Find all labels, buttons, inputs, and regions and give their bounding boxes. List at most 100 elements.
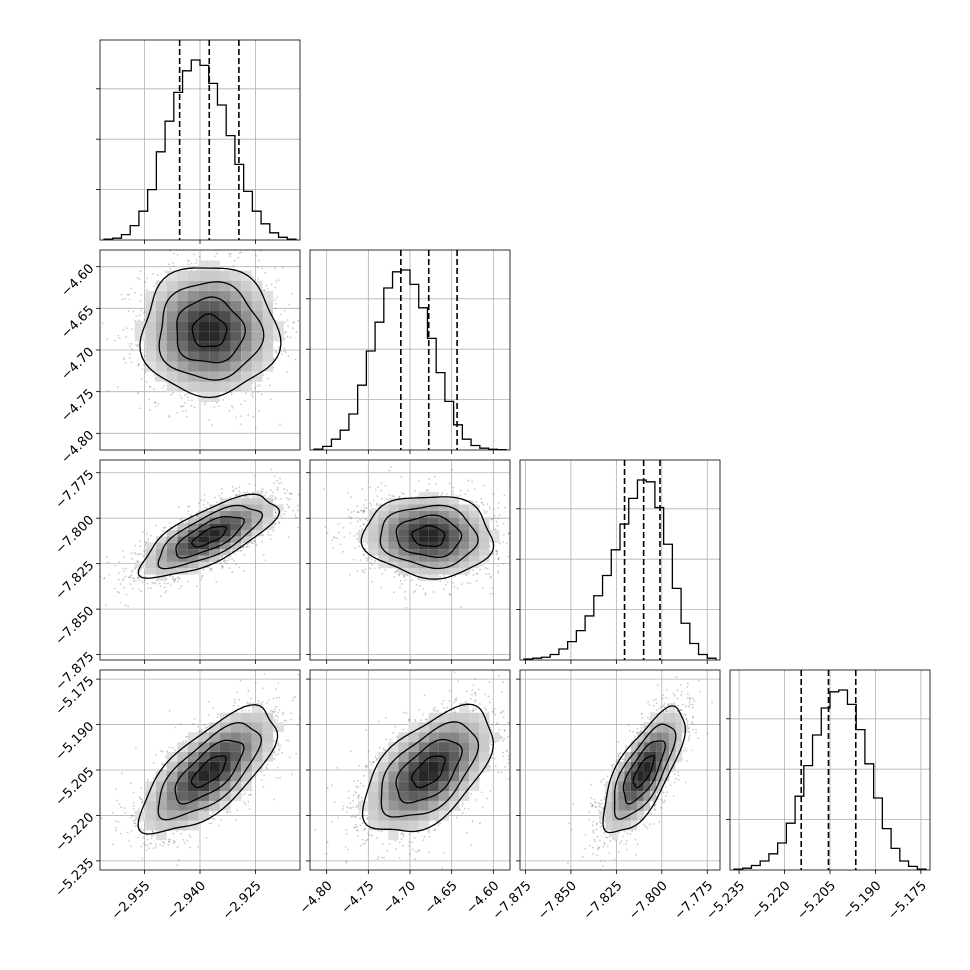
- scatter-point: [126, 293, 129, 296]
- scatter-point: [247, 414, 250, 417]
- scatter-point: [673, 773, 676, 776]
- scatter-point: [349, 573, 351, 576]
- scatter-point: [296, 509, 299, 512]
- scatter-point: [278, 522, 281, 524]
- scatter-point: [466, 581, 469, 584]
- density-cell: [156, 820, 167, 831]
- scatter-point: [220, 555, 223, 557]
- density-cell: [209, 361, 220, 372]
- scatter-point: [699, 690, 702, 693]
- scatter-point: [114, 587, 117, 590]
- density-cell: [428, 491, 439, 499]
- scatter-point: [658, 820, 661, 823]
- density-cell: [241, 742, 252, 752]
- density-cell: [489, 732, 500, 743]
- scatter-point: [243, 495, 246, 498]
- scatter-point: [291, 773, 294, 776]
- scatter-point: [508, 777, 510, 780]
- scatter-point: [239, 679, 242, 682]
- scatter-point: [142, 800, 145, 803]
- scatter-point: [380, 586, 383, 589]
- scatter-point: [374, 488, 377, 491]
- density-cell: [166, 270, 178, 281]
- scatter-point: [283, 337, 286, 340]
- scatter-point: [617, 752, 620, 755]
- scatter-point: [135, 315, 138, 318]
- scatter-point: [359, 817, 361, 820]
- scatter-point: [288, 303, 291, 306]
- density-cell: [219, 510, 231, 518]
- scatter-point: [265, 491, 268, 494]
- scatter-point: [383, 749, 385, 751]
- density-cell: [219, 529, 231, 537]
- scatter-point: [254, 682, 257, 684]
- scatter-point: [337, 531, 340, 534]
- scatter-point: [246, 701, 249, 704]
- density-cell: [408, 820, 419, 831]
- scatter-point: [472, 569, 474, 571]
- density-cell: [209, 800, 220, 811]
- scatter-point: [214, 496, 216, 499]
- contour-line: [191, 525, 227, 548]
- density-cell: [368, 810, 379, 821]
- scatter-point: [395, 570, 397, 573]
- scatter-point: [458, 809, 461, 812]
- scatter-point: [132, 577, 134, 580]
- density-cell: [469, 536, 480, 543]
- scatter-point: [602, 806, 605, 809]
- scatter-point: [278, 709, 281, 711]
- scatter-point: [123, 570, 126, 573]
- scatter-point: [591, 874, 593, 876]
- scatter-point: [164, 755, 167, 758]
- density-cell: [241, 712, 252, 723]
- scatter-point: [182, 838, 185, 841]
- scatter-point: [295, 330, 298, 333]
- scatter-point: [132, 791, 135, 794]
- density-cell: [438, 523, 449, 530]
- density-cell: [166, 800, 178, 811]
- scatter-point: [251, 396, 254, 398]
- scatter-point: [313, 686, 315, 688]
- scatter-point: [200, 499, 202, 502]
- scatter-point: [325, 852, 327, 855]
- scatter-point: [297, 674, 300, 676]
- scatter-point: [171, 392, 174, 394]
- scatter-point: [359, 824, 362, 827]
- scatter-point: [256, 266, 259, 268]
- scatter-point: [128, 576, 131, 579]
- density-cell: [166, 331, 178, 342]
- scatter-point: [502, 541, 504, 543]
- scatter-point: [220, 556, 223, 558]
- scatter-point: [187, 399, 190, 402]
- scatter-point: [381, 842, 384, 845]
- scatter-point: [254, 775, 257, 778]
- scatter-point: [145, 380, 148, 383]
- density-cell: [273, 331, 284, 342]
- scatter-point: [686, 686, 689, 688]
- scatter-point: [362, 843, 364, 846]
- y-tick-label: −7.850: [53, 604, 98, 649]
- scatter-point: [159, 843, 161, 846]
- scatter-point: [286, 319, 289, 321]
- scatter-point: [475, 799, 478, 801]
- density-cell: [177, 361, 188, 372]
- density-cell: [230, 732, 242, 743]
- scatter-point: [228, 252, 230, 255]
- scatter-point: [654, 809, 657, 811]
- density-cell: [166, 542, 178, 550]
- scatter-point: [697, 679, 700, 682]
- scatter-point: [207, 700, 210, 703]
- scatter-point: [220, 555, 223, 558]
- scatter-point: [432, 591, 435, 593]
- scatter-point: [332, 451, 334, 453]
- scatter-point: [114, 829, 117, 832]
- scatter-point: [261, 540, 264, 543]
- density-cell: [459, 732, 470, 743]
- scatter-point: [356, 537, 359, 540]
- scatter-point: [423, 835, 426, 838]
- scatter-point: [364, 828, 366, 831]
- scatter-point: [497, 557, 500, 560]
- scatter-point: [289, 336, 292, 339]
- scatter-point: [136, 345, 139, 348]
- y-tick-label: −4.70: [59, 345, 98, 384]
